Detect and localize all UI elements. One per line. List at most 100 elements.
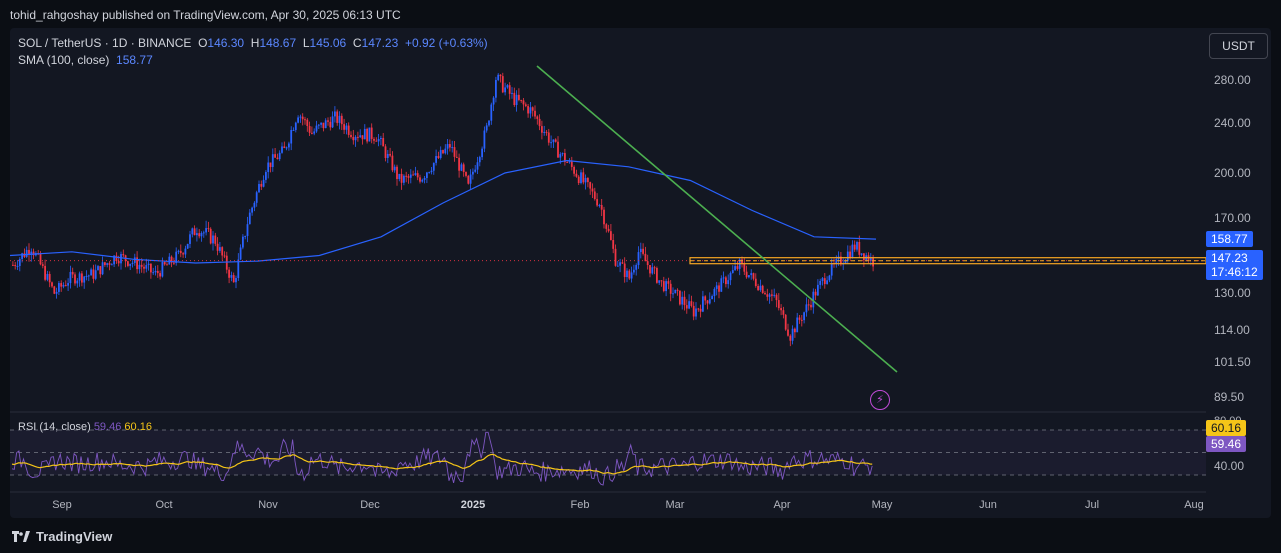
candle-body [152, 272, 155, 274]
candle-body [127, 261, 129, 266]
candle-body [669, 283, 672, 294]
candle-body [223, 255, 226, 257]
candle-body [92, 269, 95, 279]
candle-body [46, 273, 49, 280]
candle-body [76, 280, 79, 284]
price-chart[interactable] [10, 28, 1206, 498]
candle-body [173, 262, 175, 264]
candle-body [472, 171, 474, 175]
candle-body [570, 161, 573, 167]
candle-body [483, 130, 486, 149]
candle-body [32, 251, 35, 256]
candle-body [28, 249, 30, 255]
tradingview-logo[interactable]: TradingView [12, 529, 112, 544]
tradingview-brand: TradingView [36, 529, 113, 544]
candle-body [113, 255, 115, 265]
candle-body [720, 278, 723, 292]
candle-body [83, 276, 86, 283]
candle-body [115, 255, 118, 261]
candle-body [166, 264, 168, 266]
candle-body [633, 269, 635, 273]
candle-body [662, 281, 665, 292]
tv-logo-icon [12, 530, 30, 542]
candle-body [154, 270, 157, 273]
candle-body [860, 253, 863, 255]
price-axis-tick: 130.00 [1214, 286, 1251, 300]
candle-body [497, 74, 500, 81]
change-value: +0.92 (+0.63%) [404, 36, 488, 50]
candle-body [711, 296, 713, 300]
time-axis-tick: May [871, 499, 893, 511]
candle-body [430, 170, 433, 173]
price-axis-tick: 200.00 [1214, 166, 1251, 180]
rsi-label[interactable]: RSI (14, close) [18, 421, 91, 433]
candle-body [559, 154, 562, 158]
candle-body [423, 177, 426, 180]
candle-body [251, 207, 253, 213]
candle-body [465, 171, 467, 176]
candle-body [823, 278, 826, 285]
candle-body [101, 262, 104, 275]
candle-body [380, 137, 382, 139]
candle-body [495, 80, 497, 98]
candle-body [432, 162, 435, 171]
candle-body [821, 278, 824, 281]
open-value: 146.30 [207, 36, 245, 50]
time-axis-tick: Jun [979, 499, 997, 511]
candle-body [334, 111, 336, 117]
candle-body [695, 308, 697, 317]
time-axis-tick: 2025 [460, 499, 486, 511]
candle-body [290, 130, 293, 144]
candle-body [175, 251, 178, 263]
candle-body [777, 300, 780, 309]
chart-frame[interactable] [10, 28, 1271, 518]
sma-label[interactable]: SMA (100, close) [18, 53, 110, 67]
candle-body [219, 247, 221, 251]
candle-body [614, 248, 617, 266]
candle-body [584, 177, 587, 183]
time-axis-tick: Mar [665, 499, 685, 511]
last-price: 147.23 [1211, 251, 1248, 265]
candle-body [21, 253, 23, 260]
candle-body [122, 254, 125, 256]
time-axis-tick: Feb [570, 499, 590, 511]
candle-body [283, 146, 286, 149]
candle-body [681, 296, 684, 305]
candle-body [106, 263, 109, 265]
candle-body [196, 233, 198, 236]
candle-body [722, 277, 725, 279]
candle-body [276, 157, 279, 160]
price-axis-tick: 114.00 [1214, 323, 1250, 337]
candle-body [789, 335, 792, 341]
currency-button[interactable]: USDT [1209, 33, 1268, 59]
candle-body [612, 239, 615, 249]
candle-body [269, 162, 272, 168]
candle-body [71, 271, 74, 275]
candle-body [90, 269, 92, 276]
candle-body [566, 162, 569, 164]
candle-body [329, 121, 332, 128]
candle-body [658, 280, 661, 283]
candle-body [708, 299, 711, 304]
candle-body [543, 131, 546, 133]
candle-body [327, 120, 329, 122]
candle-body [248, 212, 251, 225]
candle-body [322, 122, 325, 129]
candle-body [771, 294, 773, 296]
candle-body [474, 169, 477, 172]
candle-body [593, 191, 596, 200]
candle-body [734, 266, 736, 271]
candle-body [207, 228, 210, 230]
sma-price-tag: 158.77 [1206, 231, 1253, 247]
candle-body [407, 176, 410, 178]
candle-body [260, 184, 263, 187]
candle-body [644, 253, 647, 262]
candle-body [297, 117, 299, 123]
symbol-name[interactable]: SOL / TetherUS · 1D · BINANCE [18, 36, 192, 50]
candle-body [557, 141, 559, 158]
candle-body [872, 257, 874, 267]
candle-body [685, 305, 688, 309]
candle-body [784, 314, 787, 330]
candle-body [340, 115, 343, 125]
lightning-icon[interactable]: ⚡ [870, 390, 890, 410]
